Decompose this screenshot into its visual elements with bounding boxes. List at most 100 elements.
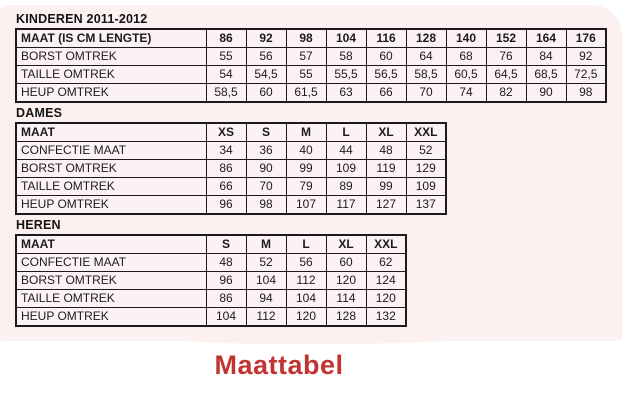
size-table: MAAT XS S M L XL XXL CONFECTIE MAAT 34 36 40 44 48 52…: [15, 122, 447, 215]
data-cell: 129: [405, 159, 447, 178]
data-cell: 61,5: [285, 83, 327, 103]
data-cell: 54: [205, 65, 247, 84]
data-cell: 114: [325, 289, 367, 308]
data-cell: 92: [565, 47, 607, 66]
data-cell: 104: [205, 307, 247, 327]
size-table-section: DAMES MAAT XS S M L XL XXL CONFECTIE MAAT 34 36 40 4…: [15, 106, 607, 215]
data-cell: 60,5: [445, 65, 487, 84]
header-size-cell: S: [245, 122, 287, 142]
data-cell: 58: [325, 47, 367, 66]
data-cell: 54,5: [245, 65, 287, 84]
data-cell: 89: [325, 177, 367, 196]
data-cell: 48: [365, 141, 407, 160]
data-cell: 128: [325, 307, 367, 327]
header-size-cell: 92: [245, 28, 287, 48]
header-label-cell: MAAT (IS CM LENGTE): [15, 28, 207, 48]
data-cell: 68,5: [525, 65, 567, 84]
row-label-cell: BORST OMTREK: [15, 159, 207, 178]
header-size-cell: XL: [325, 234, 367, 254]
data-cell: 86: [205, 159, 247, 178]
table-row: BORST OMTREK 55 56 57 58 60 64 68 76 84 92: [15, 47, 607, 66]
section-title: HEREN: [16, 218, 61, 232]
data-cell: 109: [405, 177, 447, 196]
data-cell: 56,5: [365, 65, 407, 84]
data-cell: 90: [245, 159, 287, 178]
table-row: HEUP OMTREK 58,5 60 61,5 63 66 70 74 82 90 98: [15, 83, 607, 103]
data-cell: 44: [325, 141, 367, 160]
table-header-row: MAAT (IS CM LENGTE) 86 92 98 104 116 128 140 152…: [15, 28, 607, 48]
data-cell: 96: [205, 271, 247, 290]
header-size-cell: 98: [285, 28, 327, 48]
header-size-cell: XXL: [405, 122, 447, 142]
data-cell: 98: [245, 195, 287, 215]
row-label-cell: TAILLE OMTREK: [15, 65, 207, 84]
data-cell: 55,5: [325, 65, 367, 84]
row-label-cell: BORST OMTREK: [15, 47, 207, 66]
chart-caption: Maattabel: [214, 350, 344, 380]
data-cell: 60: [245, 83, 287, 103]
table-header-row: MAAT S M L XL XXL: [15, 234, 407, 254]
row-label-cell: CONFECTIE MAAT: [15, 253, 207, 272]
header-size-cell: 116: [365, 28, 407, 48]
data-cell: 107: [285, 195, 327, 215]
data-cell: 48: [205, 253, 247, 272]
data-cell: 55: [205, 47, 247, 66]
data-cell: 86: [205, 289, 247, 308]
header-size-cell: S: [205, 234, 247, 254]
header-size-cell: 140: [445, 28, 487, 48]
size-table-section: HEREN MAAT S M L XL XXL CONFECTIE MAAT 48 52 56 60 6…: [15, 218, 607, 327]
data-cell: 132: [365, 307, 407, 327]
data-cell: 120: [285, 307, 327, 327]
table-row: BORST OMTREK 86 90 99 109 119 129: [15, 159, 447, 178]
table-row: TAILLE OMTREK 86 94 104 114 120: [15, 289, 407, 308]
row-label-cell: TAILLE OMTREK: [15, 177, 207, 196]
data-cell: 98: [565, 83, 607, 103]
row-label-cell: HEUP OMTREK: [15, 195, 207, 215]
page-bottom-edge: [170, 330, 470, 344]
table-row: HEUP OMTREK 104 112 120 128 132: [15, 307, 407, 327]
data-cell: 56: [245, 47, 287, 66]
data-cell: 52: [245, 253, 287, 272]
row-label-cell: HEUP OMTREK: [15, 307, 207, 327]
header-size-cell: 104: [325, 28, 367, 48]
table-row: HEUP OMTREK 96 98 107 117 127 137: [15, 195, 447, 215]
data-cell: 66: [205, 177, 247, 196]
header-size-cell: M: [245, 234, 287, 254]
data-cell: 60: [325, 253, 367, 272]
row-label-cell: CONFECTIE MAAT: [15, 141, 207, 160]
data-cell: 64: [405, 47, 447, 66]
section-title: DAMES: [16, 106, 63, 120]
data-cell: 34: [205, 141, 247, 160]
data-cell: 62: [365, 253, 407, 272]
data-cell: 120: [325, 271, 367, 290]
data-cell: 63: [325, 83, 367, 103]
data-cell: 64,5: [485, 65, 527, 84]
data-cell: 52: [405, 141, 447, 160]
data-cell: 99: [365, 177, 407, 196]
row-label-cell: HEUP OMTREK: [15, 83, 207, 103]
data-cell: 84: [525, 47, 567, 66]
data-cell: 120: [365, 289, 407, 308]
data-cell: 55: [285, 65, 327, 84]
header-size-cell: M: [285, 122, 327, 142]
size-table: MAAT S M L XL XXL CONFECTIE MAAT 48 52 56 60 62 BORS…: [15, 234, 407, 327]
data-cell: 104: [285, 289, 327, 308]
data-cell: 94: [245, 289, 287, 308]
table-row: BORST OMTREK 96 104 112 120 124: [15, 271, 407, 290]
data-cell: 82: [485, 83, 527, 103]
header-size-cell: 152: [485, 28, 527, 48]
data-cell: 40: [285, 141, 327, 160]
table-row: TAILLE OMTREK 66 70 79 89 99 109: [15, 177, 447, 196]
data-cell: 119: [365, 159, 407, 178]
data-cell: 60: [365, 47, 407, 66]
table-row: CONFECTIE MAAT 34 36 40 44 48 52: [15, 141, 447, 160]
data-cell: 137: [405, 195, 447, 215]
row-label-cell: BORST OMTREK: [15, 271, 207, 290]
header-size-cell: 128: [405, 28, 447, 48]
header-size-cell: 164: [525, 28, 567, 48]
data-cell: 58,5: [405, 65, 447, 84]
table-header-row: MAAT XS S M L XL XXL: [15, 122, 447, 142]
data-cell: 112: [285, 271, 327, 290]
header-size-cell: L: [285, 234, 327, 254]
header-size-cell: XL: [365, 122, 407, 142]
